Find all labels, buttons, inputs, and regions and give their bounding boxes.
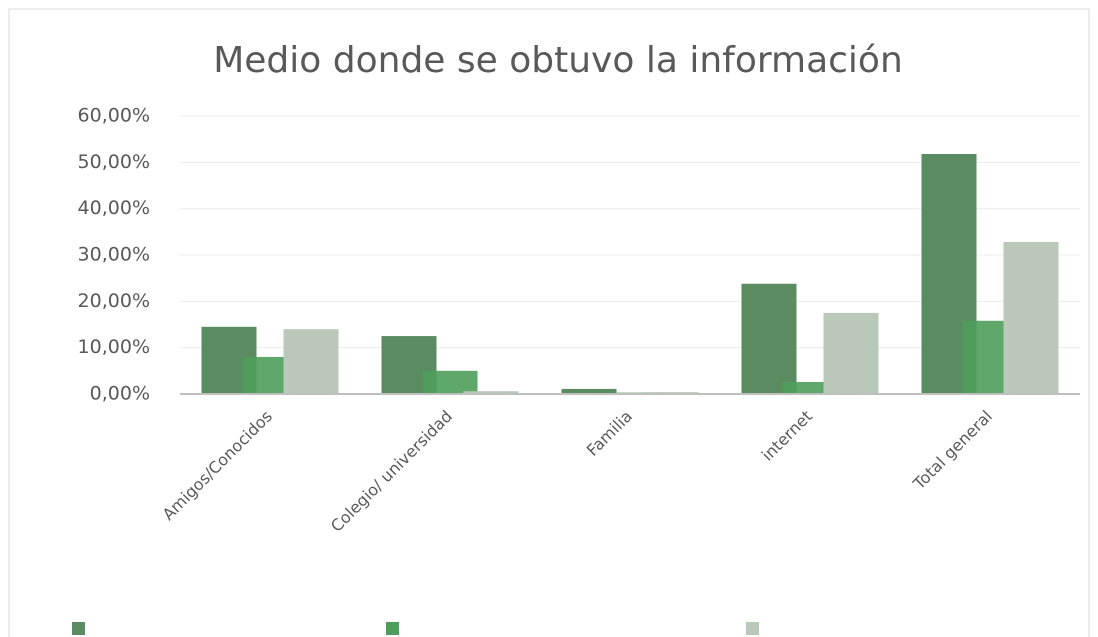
bar — [1003, 242, 1059, 394]
bar — [823, 312, 879, 394]
bar — [561, 388, 617, 394]
legend-swatch — [746, 622, 759, 635]
bar — [463, 391, 519, 394]
legend-swatch — [386, 622, 399, 635]
y-tick-label: 20,00% — [78, 290, 150, 312]
y-tick-label: 30,00% — [78, 244, 150, 266]
bar — [422, 370, 478, 394]
chart-frame — [8, 8, 1090, 637]
bar — [283, 329, 339, 394]
y-tick-label: 0,00% — [90, 383, 150, 405]
bar — [741, 283, 797, 394]
y-tick-label: 60,00% — [78, 105, 150, 127]
y-tick-label: 50,00% — [78, 151, 150, 173]
chart-title: Medio donde se obtuvo la información — [213, 40, 903, 81]
y-tick-label: 40,00% — [78, 197, 150, 219]
y-tick-label: 10,00% — [78, 336, 150, 358]
legend-swatch — [72, 622, 85, 635]
